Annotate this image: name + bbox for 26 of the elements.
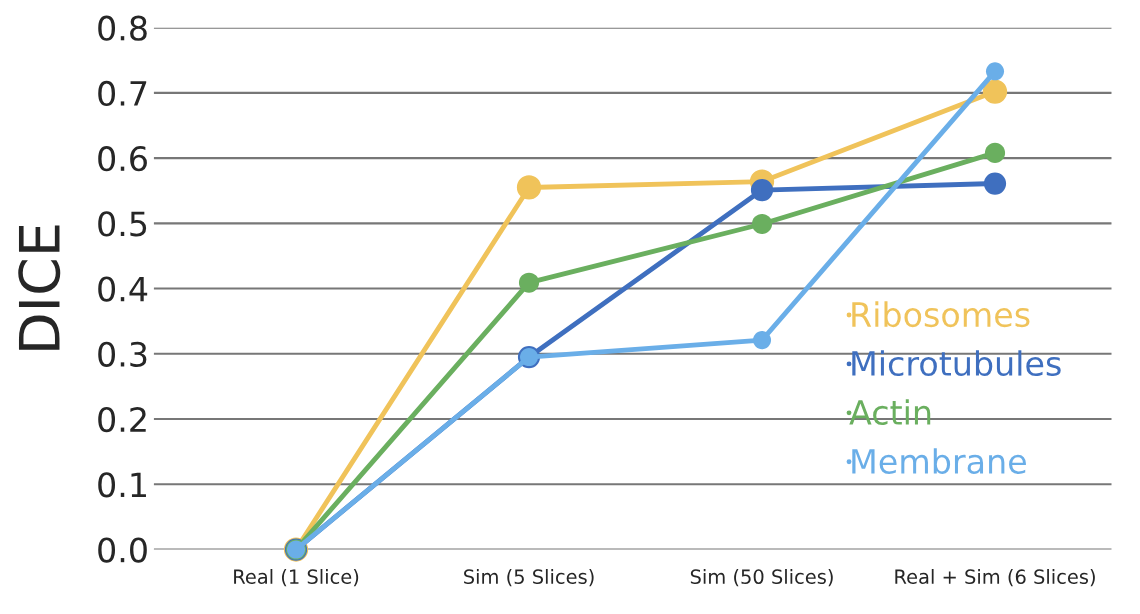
y-tick-label: 0.8 <box>98 15 147 41</box>
point <box>984 142 1006 163</box>
y-tick-label: 0.5 <box>98 211 147 237</box>
point <box>516 175 542 200</box>
legend-label: Ribosomes <box>852 301 1030 328</box>
point <box>750 178 774 202</box>
point <box>983 172 1007 195</box>
y-axis-title: DICE <box>18 225 61 350</box>
y-tick-label: 0.3 <box>98 341 147 367</box>
x-tick-label: Real (1 Slice) <box>234 568 359 587</box>
y-tick-label: 0.2 <box>98 406 146 433</box>
point <box>985 62 1005 81</box>
x-tick-label: Real + Sim (6 Slices) <box>895 568 1095 587</box>
legend-label: Membrane <box>852 448 1026 474</box>
y-tick-label: 0.7 <box>98 80 147 107</box>
y-tick-label: 0.0 <box>98 537 147 563</box>
point <box>751 213 773 235</box>
point <box>982 79 1008 104</box>
point <box>752 331 772 350</box>
x-tick-label: Sim (5 Slices) <box>464 568 594 587</box>
y-tick-label: 0.1 <box>98 472 146 498</box>
x-tick-label: Sim (50 Slices) <box>690 568 833 587</box>
y-tick-label: 0.6 <box>98 146 147 172</box>
legend-label: Microtubules <box>852 350 1061 377</box>
point <box>518 272 540 293</box>
y-tick-label: 0.4 <box>98 276 148 302</box>
